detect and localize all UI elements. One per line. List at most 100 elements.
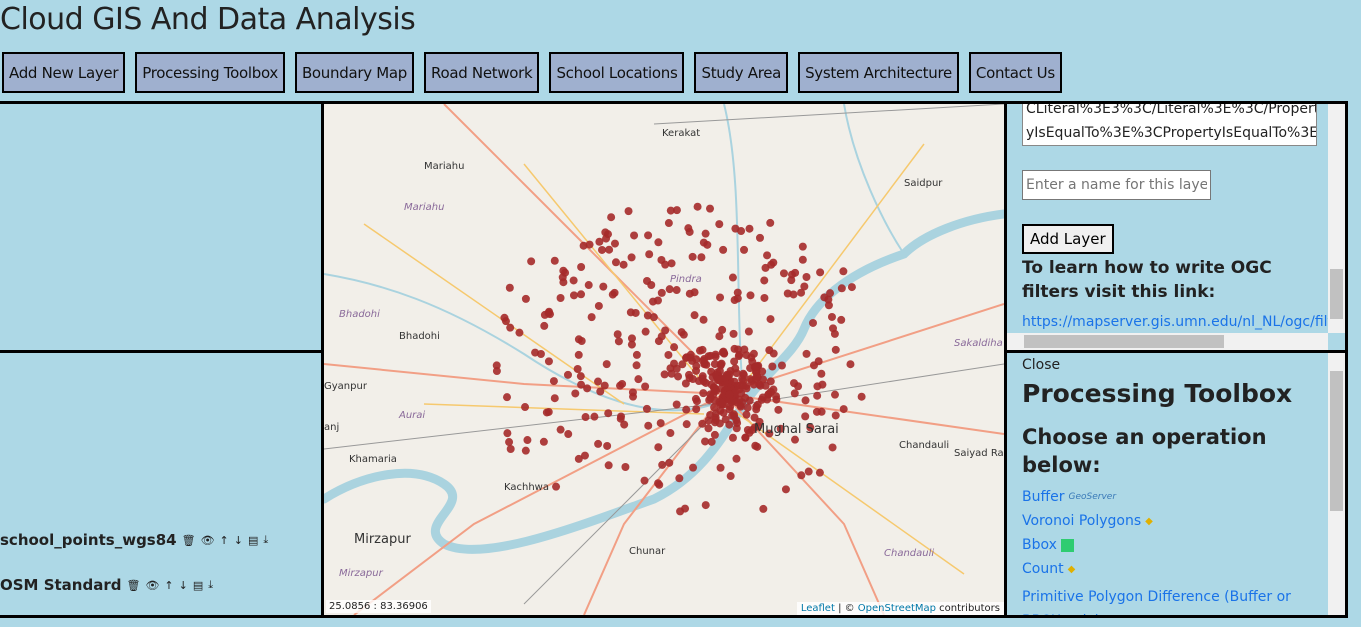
school-point[interactable] <box>684 224 693 233</box>
school-point[interactable] <box>837 284 846 293</box>
school-point[interactable] <box>627 334 636 343</box>
school-point[interactable] <box>661 260 670 269</box>
school-point[interactable] <box>813 391 822 400</box>
school-point[interactable] <box>492 361 501 370</box>
school-point[interactable] <box>607 213 616 222</box>
school-point[interactable] <box>710 360 719 369</box>
school-point[interactable] <box>818 380 827 389</box>
school-point[interactable] <box>769 385 778 394</box>
school-point[interactable] <box>654 238 663 247</box>
school-point[interactable] <box>857 392 866 401</box>
school-point[interactable] <box>640 476 649 485</box>
school-point[interactable] <box>574 454 583 463</box>
school-point[interactable] <box>654 337 663 346</box>
school-point[interactable] <box>698 419 707 428</box>
school-point[interactable] <box>544 407 553 416</box>
school-point[interactable] <box>658 460 667 469</box>
school-point[interactable] <box>710 430 719 439</box>
school-point[interactable] <box>714 375 723 384</box>
op-voronoi[interactable]: Voronoi Polygons ◆ <box>1022 513 1153 529</box>
school-point[interactable] <box>665 458 674 467</box>
op-buffer[interactable]: Buffer GeoServer <box>1022 489 1117 505</box>
school-point[interactable] <box>769 349 778 358</box>
school-point[interactable] <box>725 390 734 399</box>
school-point[interactable] <box>809 318 818 327</box>
school-point[interactable] <box>602 234 611 243</box>
school-point[interactable] <box>610 239 619 248</box>
school-point[interactable] <box>710 403 719 412</box>
school-point[interactable] <box>626 308 635 317</box>
school-point[interactable] <box>642 404 651 413</box>
map-view[interactable]: Kerakat Mariahu Mariahu Saidpur Pindra Bhadoh… <box>321 101 1007 618</box>
school-point[interactable] <box>614 337 623 346</box>
school-point[interactable] <box>501 317 510 326</box>
school-point[interactable] <box>761 263 770 272</box>
school-point[interactable] <box>790 379 799 388</box>
school-point[interactable] <box>692 405 701 414</box>
school-point[interactable] <box>536 349 545 358</box>
school-point[interactable] <box>661 326 670 335</box>
school-point[interactable] <box>502 393 511 402</box>
school-point[interactable] <box>740 245 749 254</box>
eye-icon[interactable]: 👁 <box>200 533 215 547</box>
school-point[interactable] <box>559 266 568 275</box>
school-point[interactable] <box>704 416 713 425</box>
school-point[interactable] <box>628 388 637 397</box>
school-point[interactable] <box>577 290 586 299</box>
school-point[interactable] <box>619 260 628 269</box>
school-point[interactable] <box>815 468 824 477</box>
school-point[interactable] <box>721 415 730 424</box>
school-point[interactable] <box>690 311 699 320</box>
school-point[interactable] <box>755 233 764 242</box>
school-point[interactable] <box>729 329 738 338</box>
school-point[interactable] <box>654 479 663 488</box>
school-point[interactable] <box>678 360 687 369</box>
school-point[interactable] <box>715 220 724 229</box>
school-point[interactable] <box>539 437 548 446</box>
school-point[interactable] <box>515 328 524 337</box>
school-point[interactable] <box>718 325 727 334</box>
school-point[interactable] <box>584 281 593 290</box>
school-point[interactable] <box>660 370 669 379</box>
trash-icon[interactable]: 🗑 <box>126 578 141 592</box>
school-point[interactable] <box>760 293 769 302</box>
school-point[interactable] <box>766 315 775 324</box>
school-point[interactable] <box>839 267 848 276</box>
nav-road-network[interactable]: Road Network <box>424 52 540 93</box>
school-point[interactable] <box>802 349 811 358</box>
op-polygon-difference[interactable]: Primitive Polygon Difference (Buffer or … <box>1022 589 1291 615</box>
school-point[interactable] <box>703 240 712 249</box>
school-point[interactable] <box>649 313 658 322</box>
school-point[interactable] <box>544 308 553 317</box>
school-point[interactable] <box>741 393 750 402</box>
school-point[interactable] <box>616 414 625 423</box>
school-point[interactable] <box>791 268 800 277</box>
school-point[interactable] <box>772 392 781 401</box>
school-point[interactable] <box>801 396 810 405</box>
school-point[interactable] <box>580 451 589 460</box>
nav-processing-toolbox[interactable]: Processing Toolbox <box>135 52 285 93</box>
arrow-up-icon[interactable]: ↑ <box>164 578 174 592</box>
school-point[interactable] <box>752 367 761 376</box>
school-point[interactable] <box>527 257 536 266</box>
school-point[interactable] <box>831 345 840 354</box>
school-point[interactable] <box>601 228 610 237</box>
school-point[interactable] <box>579 241 588 250</box>
school-point[interactable] <box>492 367 501 376</box>
school-point[interactable] <box>847 283 856 292</box>
school-point[interactable] <box>643 276 652 285</box>
school-point[interactable] <box>624 207 633 216</box>
school-point[interactable] <box>577 262 586 271</box>
op-count[interactable]: Count ◆ <box>1022 561 1076 577</box>
school-point[interactable] <box>672 364 681 373</box>
school-point[interactable] <box>716 293 725 302</box>
school-point[interactable] <box>558 273 567 282</box>
school-point[interactable] <box>576 372 585 381</box>
nav-school-locations[interactable]: School Locations <box>549 52 685 93</box>
trash-icon[interactable]: 🗑 <box>181 533 196 547</box>
school-point[interactable] <box>731 364 740 373</box>
school-point[interactable] <box>827 312 836 321</box>
layer-name-input[interactable] <box>1022 170 1211 200</box>
school-point[interactable] <box>700 355 709 364</box>
school-point[interactable] <box>846 360 855 369</box>
